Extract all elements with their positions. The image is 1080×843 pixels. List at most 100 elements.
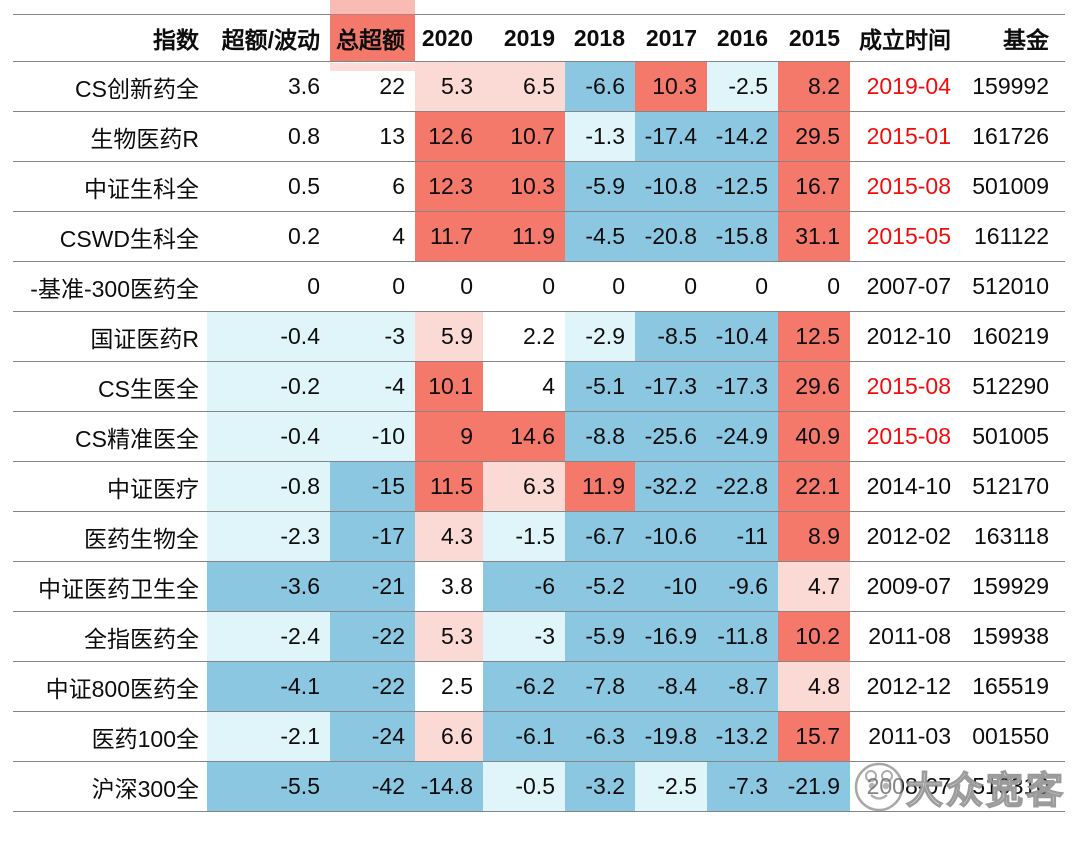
inception-date: 2019-04: [850, 61, 960, 112]
value-cell: 12.6: [415, 111, 483, 162]
value-cell: -0.4: [207, 411, 330, 462]
fund-code: 501009: [960, 161, 1065, 212]
col-header-2: 总超额: [330, 14, 415, 62]
value-cell: 16.7: [778, 161, 850, 212]
value-cell: -2.3: [207, 511, 330, 562]
inception-date: 2009-07: [850, 561, 960, 612]
fund-code: 161726: [960, 111, 1065, 162]
value-cell: -15.8: [707, 211, 778, 262]
table-row: 医药生物全 -2.3 -17 4.3 -1.5 -6.7 -10.6 -11 8.9 2012-0…: [13, 511, 1065, 562]
value-cell: -0.4: [207, 311, 330, 362]
value-cell: 10.2: [778, 611, 850, 662]
inception-date: 2008-07: [850, 761, 960, 812]
index-name: 中证800医药全: [13, 661, 207, 712]
value-cell: 0: [207, 261, 330, 312]
value-cell: 5.9: [415, 311, 483, 362]
value-cell: -21: [330, 561, 415, 612]
value-cell: -8.7: [707, 661, 778, 712]
col-header-6: 2017: [635, 14, 707, 62]
col-header-3: 2020: [415, 14, 483, 62]
inception-date: 2012-12: [850, 661, 960, 712]
value-cell: -22.8: [707, 461, 778, 512]
inception-date: 2015-08: [850, 361, 960, 412]
index-name: 医药生物全: [13, 511, 207, 562]
value-cell: -8.8: [565, 411, 635, 462]
index-name: 中证生科全: [13, 161, 207, 212]
value-cell: 29.5: [778, 111, 850, 162]
value-cell: -11.8: [707, 611, 778, 662]
value-cell: -6.7: [565, 511, 635, 562]
value-cell: -17.4: [635, 111, 707, 162]
value-cell: -5.2: [565, 561, 635, 612]
value-cell: -24: [330, 711, 415, 762]
table-row: 中证医药卫生全 -3.6 -21 3.8 -6 -5.2 -10 -9.6 4.7 2009-07…: [13, 561, 1065, 612]
inception-date: 2012-02: [850, 511, 960, 562]
value-cell: -3: [330, 311, 415, 362]
value-cell: 11.9: [483, 211, 565, 262]
fund-code: 512170: [960, 461, 1065, 512]
value-cell: 10.7: [483, 111, 565, 162]
value-cell: 2.5: [415, 661, 483, 712]
fund-code: 160219: [960, 311, 1065, 362]
value-cell: -3.2: [565, 761, 635, 812]
value-cell: 22.1: [778, 461, 850, 512]
fund-code: 163118: [960, 511, 1065, 562]
table-row: 医药100全 -2.1 -24 6.6 -6.1 -6.3 -19.8 -13.2 15.7 20…: [13, 711, 1065, 762]
value-cell: 0.2: [207, 211, 330, 262]
value-cell: 0: [415, 261, 483, 312]
value-cell: -3.6: [207, 561, 330, 612]
value-cell: 10.3: [635, 61, 707, 112]
value-cell: -16.9: [635, 611, 707, 662]
fund-code: 512010: [960, 261, 1065, 312]
table-row: CS生医全 -0.2 -4 10.1 4 -5.1 -17.3 -17.3 29.6 2015-0…: [13, 361, 1065, 412]
value-cell: -10.8: [635, 161, 707, 212]
inception-date: 2011-03: [850, 711, 960, 762]
value-cell: 13: [330, 111, 415, 162]
value-cell: -8.5: [635, 311, 707, 362]
index-name: 沪深300全: [13, 761, 207, 812]
index-name: CSWD生科全: [13, 211, 207, 262]
value-cell: 3.6: [207, 61, 330, 112]
fund-code: 510310: [960, 761, 1065, 812]
value-cell: 11.9: [565, 461, 635, 512]
index-name: 医药100全: [13, 711, 207, 762]
inception-date: 2014-10: [850, 461, 960, 512]
value-cell: -2.9: [565, 311, 635, 362]
col-header-4: 2019: [483, 14, 565, 62]
value-cell: -11: [707, 511, 778, 562]
table-row: 生物医药R 0.8 13 12.6 10.7 -1.3 -17.4 -14.2 29.5 2015…: [13, 111, 1065, 162]
fund-code: 161122: [960, 211, 1065, 262]
value-cell: 0: [565, 261, 635, 312]
value-cell: -5.5: [207, 761, 330, 812]
fund-code: 512290: [960, 361, 1065, 412]
value-cell: -22: [330, 611, 415, 662]
index-name: 中证医药卫生全: [13, 561, 207, 612]
index-name: CS创新药全: [13, 61, 207, 112]
value-cell: -6.2: [483, 661, 565, 712]
value-cell: 4: [330, 211, 415, 262]
value-cell: 0.8: [207, 111, 330, 162]
header-highlight-bleed-top: [330, 0, 415, 15]
value-cell: 12.5: [778, 311, 850, 362]
value-cell: 14.6: [483, 411, 565, 462]
value-cell: 6.6: [415, 711, 483, 762]
value-cell: 31.1: [778, 211, 850, 262]
fund-comparison-table: 指数 超额/波动 总超额 2020 2019 2018 2017 2016 2015 成立时间 基金…: [13, 14, 1065, 812]
value-cell: -2.5: [635, 761, 707, 812]
header-highlight-bleed-bottom: [330, 63, 415, 71]
value-cell: -7.3: [707, 761, 778, 812]
value-cell: -5.9: [565, 161, 635, 212]
table-header: 指数 超额/波动 总超额 2020 2019 2018 2017 2016 2015 成立时间 基金: [13, 14, 1065, 62]
value-cell: 8.2: [778, 61, 850, 112]
inception-date: 2011-08: [850, 611, 960, 662]
value-cell: 6: [330, 161, 415, 212]
inception-date: 2015-01: [850, 111, 960, 162]
value-cell: -10.6: [635, 511, 707, 562]
value-cell: -0.5: [483, 761, 565, 812]
value-cell: -4: [330, 361, 415, 412]
value-cell: -10.4: [707, 311, 778, 362]
value-cell: -14.8: [415, 761, 483, 812]
value-cell: -42: [330, 761, 415, 812]
value-cell: 4.7: [778, 561, 850, 612]
value-cell: 5.3: [415, 611, 483, 662]
